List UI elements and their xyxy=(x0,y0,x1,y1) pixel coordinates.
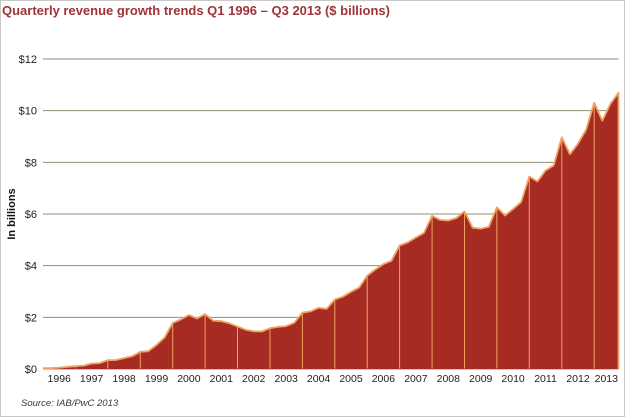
y-tick-label: $2 xyxy=(25,312,37,324)
x-tick-label: 2008 xyxy=(437,373,461,385)
x-tick-label: 2007 xyxy=(404,373,428,385)
x-tick-label: 2005 xyxy=(339,373,363,385)
source-note: Source: IAB/PwC 2013 xyxy=(21,398,119,409)
y-tick-label: $12 xyxy=(19,54,37,66)
x-tick-label: 1996 xyxy=(48,373,72,385)
x-tick-label: 2009 xyxy=(469,373,493,385)
y-tick-label: $0 xyxy=(25,364,37,376)
x-tick-label: 1999 xyxy=(145,373,169,385)
y-tick-label: $8 xyxy=(25,157,37,169)
x-tick-label: 1998 xyxy=(112,373,136,385)
y-tick-label: $6 xyxy=(25,209,37,221)
x-tick-label: 2010 xyxy=(501,373,525,385)
revenue-area xyxy=(43,92,619,370)
x-tick-label: 2003 xyxy=(275,373,299,385)
y-tick-label: $10 xyxy=(19,106,37,118)
x-tick-label: 2002 xyxy=(242,373,266,385)
x-tick-label: 2011 xyxy=(534,373,557,385)
x-tick-label: 1997 xyxy=(80,373,104,385)
area-outline xyxy=(43,91,620,370)
x-tick-label: 2004 xyxy=(307,373,331,385)
x-tick-label: 2001 xyxy=(210,373,234,385)
x-tick-label: 2000 xyxy=(177,373,201,385)
x-tick-label: 2013 xyxy=(595,373,619,385)
y-tick-label: $4 xyxy=(25,261,37,273)
chart-title: Quarterly revenue growth trends Q1 1996 … xyxy=(2,3,390,18)
x-tick-label: 2012 xyxy=(566,373,590,385)
x-tick-label: 2006 xyxy=(372,373,396,385)
